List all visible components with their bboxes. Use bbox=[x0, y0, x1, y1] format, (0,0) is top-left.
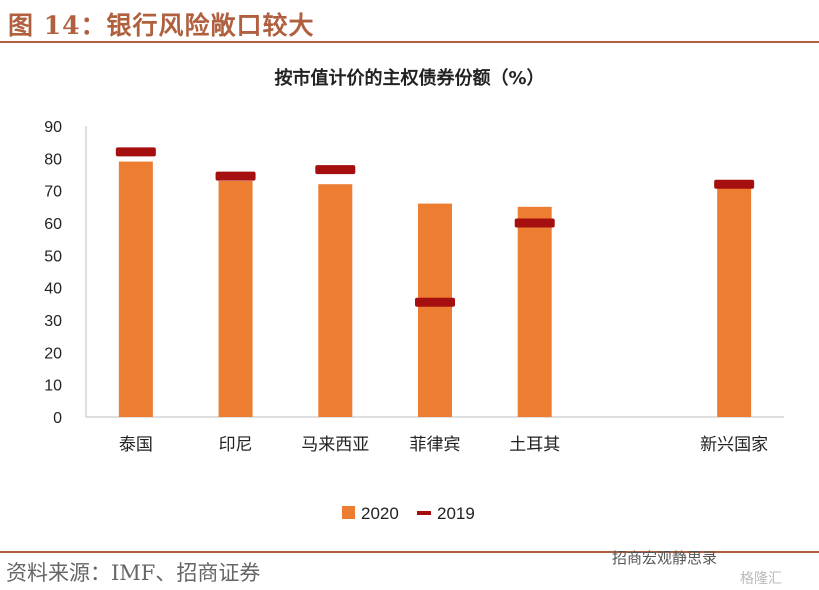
legend-label-2020: 2020 bbox=[361, 504, 399, 523]
y-tick-label: 10 bbox=[44, 378, 62, 395]
markers-2019 bbox=[115, 147, 755, 307]
y-tick-label: 90 bbox=[44, 119, 62, 136]
source-note: 资料来源：IMF、招商证券 bbox=[6, 561, 261, 585]
bar-2020 bbox=[118, 161, 153, 417]
legend-swatch-2020 bbox=[342, 506, 355, 519]
y-tick-label: 30 bbox=[44, 313, 62, 330]
marker-2019 bbox=[215, 171, 256, 181]
bar-chart: 0 10 20 30 40 50 60 70 80 90 泰国 印尼 马来西亚 菲律宾 土耳其 新兴国家 2… bbox=[44, 119, 784, 523]
top-divider bbox=[0, 41, 819, 43]
x-category-label: 新兴国家 bbox=[700, 435, 768, 455]
bar-2020 bbox=[318, 184, 353, 417]
x-category-label: 泰国 bbox=[119, 435, 153, 455]
y-tick-label: 20 bbox=[44, 345, 62, 362]
x-category-label: 马来西亚 bbox=[301, 435, 369, 455]
y-tick-label: 70 bbox=[44, 184, 62, 201]
legend: 2020 2019 bbox=[342, 504, 475, 523]
y-tick-label: 40 bbox=[44, 281, 62, 298]
bottom-divider bbox=[0, 551, 819, 553]
legend-swatch-2019 bbox=[417, 511, 431, 515]
x-axis: 泰国 印尼 马来西亚 菲律宾 土耳其 新兴国家 bbox=[86, 416, 784, 455]
bar-2020 bbox=[218, 180, 253, 417]
marker-2019 bbox=[514, 218, 555, 228]
bars-2020 bbox=[118, 161, 752, 417]
y-tick-label: 60 bbox=[44, 216, 62, 233]
y-tick-label: 50 bbox=[44, 248, 62, 265]
legend-label-2019: 2019 bbox=[437, 504, 475, 523]
bar-2020 bbox=[717, 187, 752, 417]
watermark: 招商宏观静思录 bbox=[612, 549, 718, 567]
y-tick-label: 80 bbox=[44, 151, 62, 168]
x-category-label: 印尼 bbox=[219, 435, 253, 455]
watermark-secondary: 格隆汇 bbox=[740, 571, 782, 587]
y-axis: 0 10 20 30 40 50 60 70 80 90 bbox=[44, 119, 87, 427]
chart-title: 按市值计价的主权债券份额（%） bbox=[274, 68, 545, 89]
bar-2020 bbox=[418, 203, 452, 417]
marker-2019 bbox=[415, 297, 455, 307]
x-category-label: 土耳其 bbox=[509, 435, 560, 455]
y-tick-label: 0 bbox=[53, 410, 62, 427]
x-category-label: 菲律宾 bbox=[410, 435, 461, 455]
marker-2019 bbox=[115, 147, 156, 157]
marker-2019 bbox=[315, 165, 356, 175]
figure-title: 图 14：银行风险敞口较大 bbox=[8, 11, 315, 40]
bar-2020 bbox=[517, 206, 552, 417]
marker-2019 bbox=[714, 179, 755, 189]
